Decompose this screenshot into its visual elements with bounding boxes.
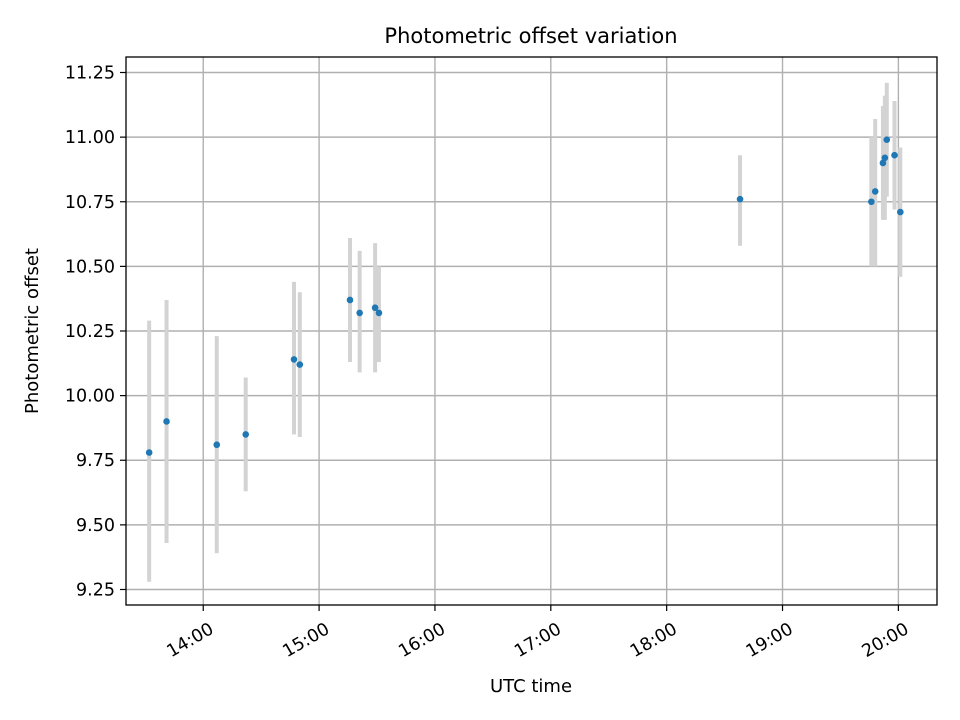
y-tick-label: 10.75 [65, 193, 115, 213]
data-point [371, 304, 379, 312]
y-tick-label: 9.75 [76, 451, 115, 471]
y-axis-ticks: 9.25 9.50 9.75 10.00 10.25 10.50 10.75 11.00 11.… [65, 64, 126, 600]
y-tick-label: 10.50 [65, 257, 115, 277]
y-tick-label: 11.00 [65, 128, 115, 148]
data-point [891, 151, 898, 159]
data-points [145, 136, 904, 456]
data-point [871, 188, 879, 195]
grid-lines [126, 57, 937, 605]
y-tick-label: 10.00 [65, 387, 115, 407]
data-point [879, 159, 887, 167]
y-tick-label: 9.25 [76, 580, 115, 600]
data-point [736, 195, 744, 203]
y-tick-label: 11.25 [65, 64, 115, 84]
y-tick-label: 10.25 [65, 322, 115, 342]
data-point [881, 154, 889, 162]
y-axis-label: Photometric offset [22, 248, 43, 414]
data-point [296, 361, 304, 368]
y-tick-label: 9.50 [76, 516, 115, 536]
data-point [145, 449, 153, 456]
data-point [356, 309, 363, 317]
data-point [883, 136, 891, 144]
data-point [346, 296, 354, 304]
data-point [163, 418, 170, 425]
data-point [868, 198, 875, 206]
data-point [897, 208, 904, 216]
data-point [242, 431, 250, 438]
data-point [290, 356, 298, 363]
x-axis-label: UTC time [490, 676, 572, 697]
data-point [375, 309, 383, 317]
chart-title: Photometric offset variation [384, 24, 677, 48]
data-point [213, 441, 221, 449]
